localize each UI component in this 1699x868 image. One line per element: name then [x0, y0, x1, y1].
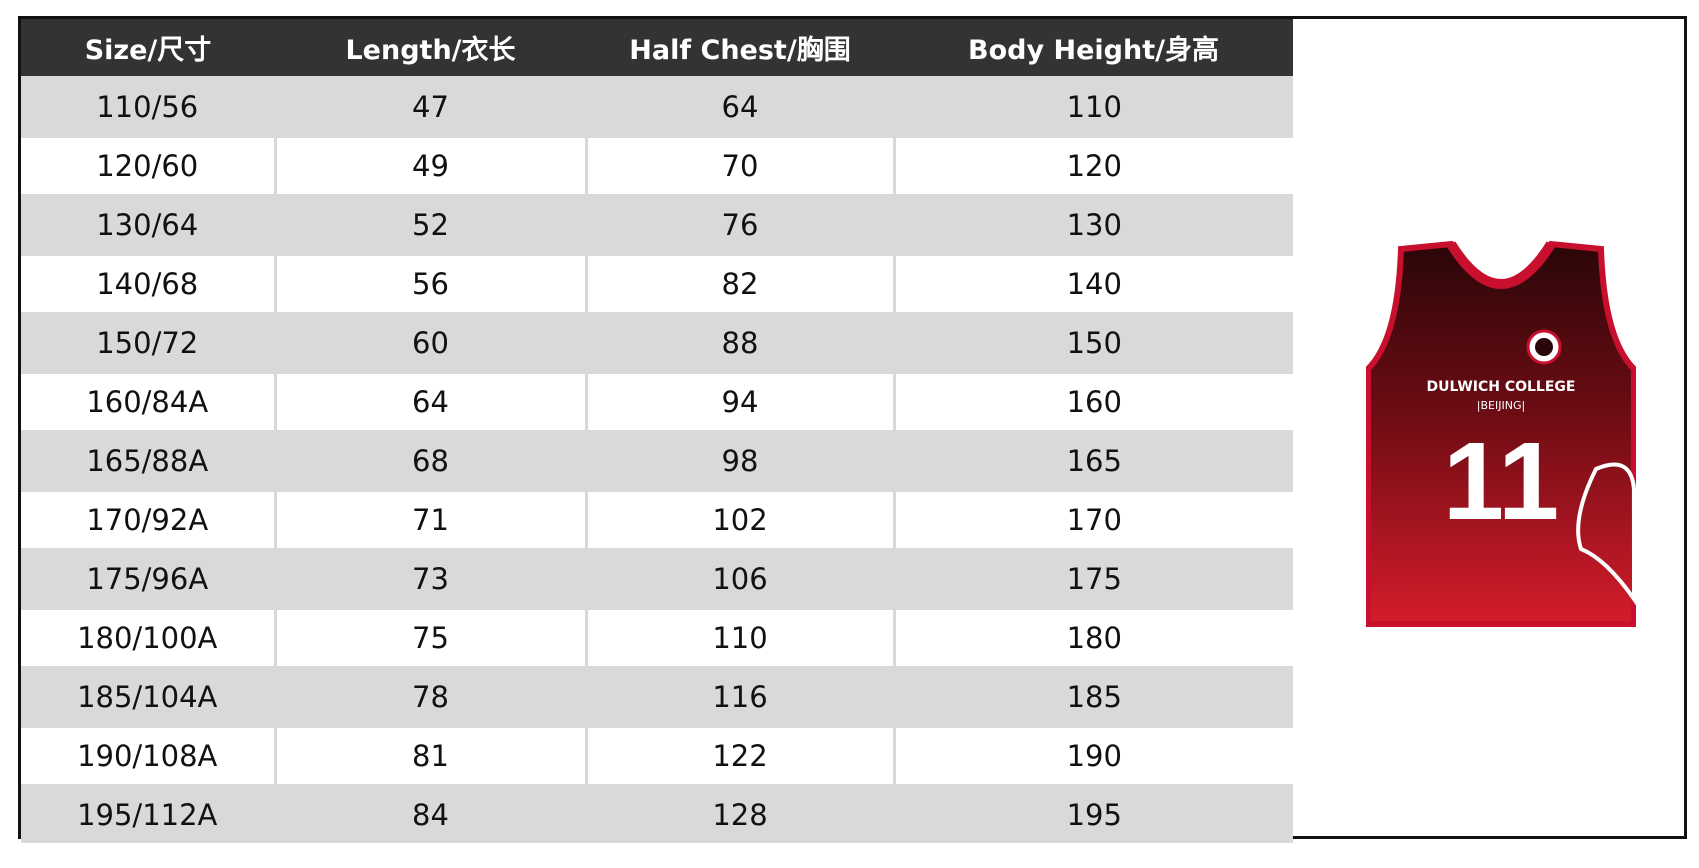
- column-header: Size/尺寸: [21, 19, 275, 78]
- table-row: 160/84A 64 94 160: [21, 371, 1293, 432]
- table-cell: 165: [892, 430, 1293, 491]
- table-cell: 175/96A: [21, 548, 275, 609]
- table-cell: 52: [273, 194, 586, 255]
- table-row: 190/108A 81 122 190: [21, 725, 1293, 786]
- table-cell: 110/56: [21, 76, 275, 137]
- jersey-city: |BEIJING|: [1477, 399, 1525, 412]
- table-cell: 116: [584, 666, 894, 727]
- size-chart: Size/尺寸 Length/衣长 Half Chest/胸围 Body Height…: [18, 16, 1687, 843]
- table-row: 140/68 56 82 140: [21, 253, 1293, 314]
- table-cell: 165/88A: [21, 430, 275, 491]
- table-cell: 64: [273, 371, 586, 432]
- table-cell: 76: [584, 194, 894, 255]
- table-cell: 180/100A: [21, 607, 275, 668]
- table-cell: 130/64: [21, 194, 275, 255]
- table-row: 180/100A 75 110 180: [21, 607, 1293, 668]
- table-cell: 140/68: [21, 253, 275, 314]
- table-cell: 81: [273, 725, 586, 786]
- column-header: Body Height/身高: [894, 19, 1293, 78]
- jersey-school: DULWICH COLLEGE: [1427, 379, 1576, 395]
- table-cell: 98: [584, 430, 894, 491]
- table-cell: 122: [584, 725, 894, 786]
- table-cell: 78: [273, 666, 586, 727]
- table-cell: 150: [892, 312, 1293, 373]
- table-cell: 120: [892, 135, 1293, 196]
- table-cell: 190: [892, 725, 1293, 786]
- table-cell: 60: [273, 312, 586, 373]
- table-cell: 106: [584, 548, 894, 609]
- table-cell: 110: [584, 607, 894, 668]
- table-cell: 195/112A: [21, 784, 275, 843]
- header-row: Size/尺寸 Length/衣长 Half Chest/胸围 Body Height…: [21, 19, 1293, 78]
- table-cell: 102: [584, 489, 894, 550]
- table-row: 185/104A 78 116 185: [21, 666, 1293, 727]
- table-cell: 140: [892, 253, 1293, 314]
- size-table: Size/尺寸 Length/衣长 Half Chest/胸围 Body Height…: [21, 19, 1293, 843]
- table-cell: 180: [892, 607, 1293, 668]
- table-cell: 75: [273, 607, 586, 668]
- table-cell: 130: [892, 194, 1293, 255]
- table-cell: 88: [584, 312, 894, 373]
- table-cell: 160: [892, 371, 1293, 432]
- table-cell: 64: [584, 76, 894, 137]
- table-body: 110/56 47 64 110 120/60 49 70 120 130/64 52 76 130 1…: [21, 76, 1293, 843]
- table-cell: 71: [273, 489, 586, 550]
- table-row: 175/96A 73 106 175: [21, 548, 1293, 609]
- table-row: 120/60 49 70 120: [21, 135, 1293, 196]
- table-row: 170/92A 71 102 170: [21, 489, 1293, 550]
- table-cell: 185/104A: [21, 666, 275, 727]
- table-cell: 47: [273, 76, 586, 137]
- table-row: 110/56 47 64 110: [21, 76, 1293, 137]
- table-cell: 56: [273, 253, 586, 314]
- lion-graphic: [1576, 462, 1636, 606]
- table-row: 165/88A 68 98 165: [21, 430, 1293, 491]
- table-cell: 160/84A: [21, 371, 275, 432]
- table-cell: 195: [892, 784, 1293, 843]
- table-row: 195/112A 84 128 195: [21, 784, 1293, 843]
- table-cell: 110: [892, 76, 1293, 137]
- table-row: 150/72 60 88 150: [21, 312, 1293, 373]
- table-cell: 185: [892, 666, 1293, 727]
- table-cell: 120/60: [21, 135, 275, 196]
- table-cell: 73: [273, 548, 586, 609]
- table-cell: 150/72: [21, 312, 275, 373]
- crest-inner: [1535, 338, 1553, 356]
- column-header: Half Chest/胸围: [586, 19, 894, 78]
- table-cell: 128: [584, 784, 894, 843]
- table-cell: 94: [584, 371, 894, 432]
- table-cell: 170: [892, 489, 1293, 550]
- table-cell: 68: [273, 430, 586, 491]
- table-cell: 49: [273, 135, 586, 196]
- column-header: Length/衣长: [275, 19, 586, 78]
- jersey-number: 11: [1443, 420, 1559, 543]
- table-cell: 170/92A: [21, 489, 275, 550]
- jersey-image: DULWICH COLLEGE |BEIJING| 11: [1366, 240, 1636, 627]
- table-cell: 70: [584, 135, 894, 196]
- table-row: 130/64 52 76 130: [21, 194, 1293, 255]
- table-cell: 190/108A: [21, 725, 275, 786]
- table-cell: 175: [892, 548, 1293, 609]
- jersey-collar: [1446, 241, 1556, 289]
- table-cell: 84: [273, 784, 586, 843]
- table-cell: 82: [584, 253, 894, 314]
